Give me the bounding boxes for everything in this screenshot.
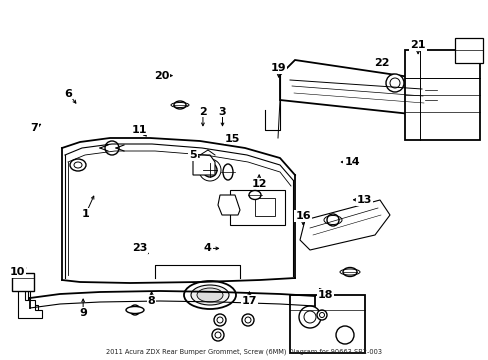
Ellipse shape [248, 190, 261, 199]
Ellipse shape [197, 288, 223, 302]
Polygon shape [280, 60, 434, 115]
Ellipse shape [203, 163, 217, 177]
Ellipse shape [183, 281, 236, 309]
Text: 20: 20 [153, 71, 169, 81]
Text: 3: 3 [218, 107, 226, 117]
Text: 14: 14 [344, 157, 359, 167]
Text: 8: 8 [147, 296, 155, 306]
Ellipse shape [298, 306, 320, 328]
Text: 13: 13 [356, 195, 371, 205]
Ellipse shape [174, 101, 185, 109]
Text: 15: 15 [224, 134, 240, 144]
Ellipse shape [212, 329, 224, 341]
Ellipse shape [316, 310, 326, 320]
Text: 2011 Acura ZDX Rear Bumper Grommet, Screw (6MM) Diagram for 90663-SB2-003: 2011 Acura ZDX Rear Bumper Grommet, Scre… [106, 348, 382, 355]
Text: 21: 21 [409, 40, 425, 50]
Ellipse shape [326, 214, 338, 226]
Bar [289, 295, 364, 353]
Bar [254, 198, 274, 216]
Ellipse shape [389, 78, 399, 88]
Ellipse shape [191, 285, 228, 305]
Ellipse shape [70, 159, 86, 171]
Ellipse shape [105, 141, 119, 155]
Bar [404, 50, 479, 140]
Ellipse shape [385, 74, 403, 92]
Text: 17: 17 [241, 296, 257, 306]
Text: 22: 22 [373, 58, 388, 68]
Ellipse shape [304, 311, 315, 323]
Bar [12, 273, 34, 291]
Ellipse shape [130, 305, 140, 315]
Ellipse shape [335, 326, 353, 344]
Polygon shape [299, 200, 389, 250]
Ellipse shape [126, 306, 143, 314]
Ellipse shape [215, 332, 221, 338]
Polygon shape [18, 285, 42, 318]
Bar [424, 78, 436, 116]
Text: 10: 10 [9, 267, 25, 277]
Text: 6: 6 [64, 89, 72, 99]
Ellipse shape [217, 317, 223, 323]
Ellipse shape [319, 312, 324, 318]
Text: 4: 4 [203, 243, 211, 253]
Polygon shape [28, 288, 38, 312]
Bar [229, 190, 285, 225]
Text: 2: 2 [199, 107, 206, 117]
Polygon shape [193, 155, 215, 175]
Ellipse shape [214, 314, 225, 326]
Ellipse shape [223, 164, 232, 180]
Text: 18: 18 [317, 290, 332, 300]
Ellipse shape [342, 267, 356, 276]
Text: 12: 12 [251, 179, 266, 189]
Text: 23: 23 [131, 243, 147, 253]
Text: 7: 7 [30, 123, 38, 133]
Bar [454, 38, 482, 63]
Ellipse shape [242, 314, 253, 326]
Text: 16: 16 [295, 211, 310, 221]
Text: 11: 11 [131, 125, 147, 135]
Ellipse shape [244, 317, 250, 323]
Text: 5: 5 [189, 150, 197, 160]
Text: 9: 9 [79, 308, 87, 318]
Text: 1: 1 [81, 209, 89, 219]
Text: 19: 19 [270, 63, 286, 73]
Polygon shape [218, 195, 240, 215]
Ellipse shape [74, 162, 82, 168]
